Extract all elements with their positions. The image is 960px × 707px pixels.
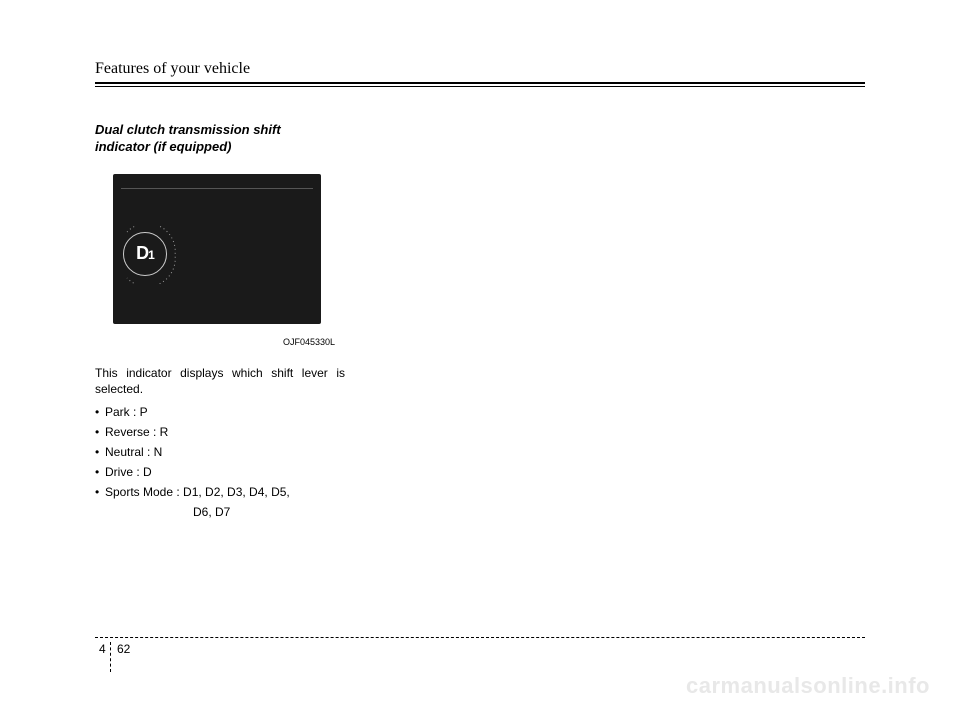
footer-vertical-dashed (110, 642, 111, 672)
gear-indicator-text: D1 (136, 243, 154, 264)
list-item: Drive : D (95, 463, 345, 481)
figure-display-screen: D1 (113, 174, 321, 324)
list-item: Park : P (95, 403, 345, 421)
section-heading: Dual clutch transmission shift indicator… (95, 122, 345, 156)
screen-top-divider (121, 188, 313, 189)
gear-number: 1 (148, 248, 154, 262)
gear-letter: D (136, 243, 148, 263)
section-title-line2: indicator (if equipped) (95, 139, 232, 154)
page-container: Features of your vehicle Dual clutch tra… (0, 0, 960, 707)
intro-paragraph: This indicator displays which shift leve… (95, 365, 345, 397)
page-number: 62 (117, 642, 130, 656)
header-rule-thin (95, 86, 865, 87)
list-item: Sports Mode : D1, D2, D3, D4, D5, (95, 483, 345, 501)
page-footer: 4 62 (95, 637, 865, 672)
content-column: Dual clutch transmission shift indicator… (95, 122, 345, 521)
footer-dashed-line (95, 637, 865, 638)
list-item: Neutral : N (95, 443, 345, 461)
chapter-number: 4 (99, 642, 106, 656)
footer-page-numbers: 4 62 (95, 642, 865, 672)
sports-mode-continuation: D6, D7 (95, 503, 345, 521)
header-rule-thick (95, 82, 865, 84)
figure-caption: OJF045330L (95, 337, 335, 347)
gear-indicator-circle: D1 (123, 232, 167, 276)
page-header: Features of your vehicle (95, 60, 865, 87)
figure: D1 (95, 166, 335, 334)
section-title-line1: Dual clutch transmission shift (95, 122, 281, 137)
list-item: Reverse : R (95, 423, 345, 441)
header-title: Features of your vehicle (95, 60, 865, 82)
shift-position-list: Park : P Reverse : R Neutral : N Drive :… (95, 403, 345, 501)
watermark-text: carmanualsonline.info (686, 673, 930, 699)
